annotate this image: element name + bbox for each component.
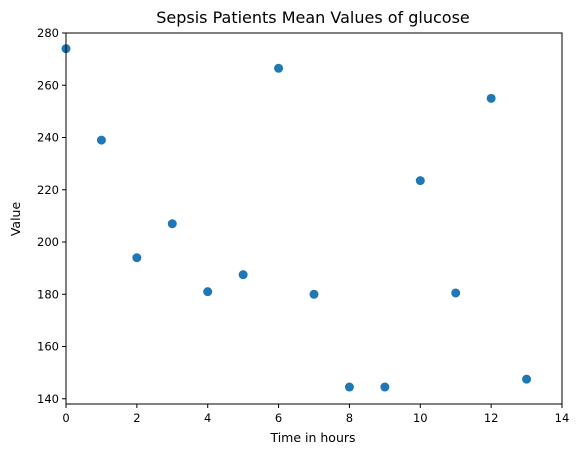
data-point [309,289,319,299]
y-axis-label: Value [8,202,23,237]
x-axis-label: Time in hours [269,430,355,445]
y-axis-ticks: 140 160 180 200 220 240 260 280 [37,26,66,406]
plot-area [61,44,532,392]
x-tick-label: 0 [62,411,69,425]
x-tick-label: 14 [555,411,570,425]
y-tick-label: 160 [37,340,59,354]
y-tick-label: 280 [37,26,59,40]
data-point [203,287,213,297]
data-point [167,219,177,229]
x-tick-label: 2 [133,411,140,425]
axes-frame [65,32,563,405]
data-point [415,176,425,186]
data-point [132,253,142,263]
y-tick-label: 180 [37,287,59,301]
data-point [451,288,461,298]
data-point [522,374,532,384]
data-point [238,270,248,280]
x-tick-label: 6 [275,411,282,425]
y-tick-label: 240 [37,131,59,145]
x-tick-label: 8 [346,411,353,425]
y-tick-label: 200 [37,235,59,249]
data-point [486,93,496,103]
x-axis-ticks: 0 2 4 6 8 10 12 14 [62,404,569,425]
x-tick-label: 4 [204,411,211,425]
y-tick-label: 220 [37,183,59,197]
data-point [380,382,390,392]
data-point [274,63,284,73]
y-tick-label: 140 [37,392,59,406]
data-point [96,135,106,145]
data-point [344,382,354,392]
x-tick-label: 10 [413,411,428,425]
x-tick-label: 12 [484,411,499,425]
chart-title: Sepsis Patients Mean Values of glucose [156,8,470,27]
y-tick-label: 260 [37,78,59,92]
